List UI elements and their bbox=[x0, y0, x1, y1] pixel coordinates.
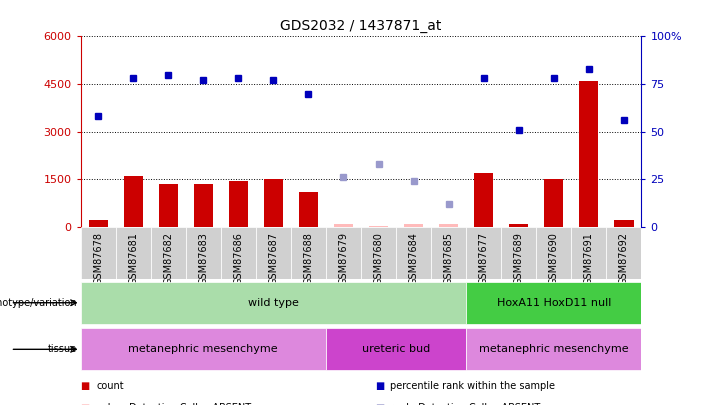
Bar bbox=[81, 328, 326, 370]
Bar bbox=[361, 227, 396, 279]
Bar bbox=[221, 227, 256, 279]
Bar bbox=[229, 181, 248, 227]
Bar bbox=[396, 227, 431, 279]
Bar bbox=[571, 227, 606, 279]
Bar bbox=[466, 282, 641, 324]
Bar bbox=[256, 227, 291, 279]
Bar bbox=[116, 227, 151, 279]
Text: ureteric bud: ureteric bud bbox=[362, 344, 430, 354]
Title: GDS2032 / 1437871_at: GDS2032 / 1437871_at bbox=[280, 19, 442, 33]
Bar bbox=[501, 227, 536, 279]
Text: tissue: tissue bbox=[48, 344, 77, 354]
Text: HoxA11 HoxD11 null: HoxA11 HoxD11 null bbox=[496, 298, 611, 308]
Bar bbox=[466, 227, 501, 279]
Text: GSM87686: GSM87686 bbox=[233, 232, 243, 285]
Bar bbox=[474, 173, 494, 227]
Bar bbox=[614, 220, 634, 227]
Text: ■: ■ bbox=[375, 403, 384, 405]
Text: GSM87687: GSM87687 bbox=[268, 232, 278, 285]
Bar bbox=[88, 220, 108, 227]
Bar bbox=[509, 224, 529, 227]
Text: ■: ■ bbox=[375, 381, 384, 391]
Text: GSM87678: GSM87678 bbox=[93, 232, 103, 285]
Text: GSM87690: GSM87690 bbox=[549, 232, 559, 285]
Text: GSM87692: GSM87692 bbox=[619, 232, 629, 285]
Bar bbox=[264, 179, 283, 227]
Text: ■: ■ bbox=[81, 381, 90, 391]
Text: GSM87684: GSM87684 bbox=[409, 232, 418, 285]
Text: GSM87682: GSM87682 bbox=[163, 232, 173, 285]
Bar bbox=[326, 328, 466, 370]
Bar bbox=[431, 227, 466, 279]
Bar bbox=[151, 227, 186, 279]
Bar bbox=[326, 227, 361, 279]
Text: GSM87691: GSM87691 bbox=[584, 232, 594, 285]
Bar bbox=[299, 192, 318, 227]
Bar bbox=[193, 184, 213, 227]
Text: count: count bbox=[96, 381, 123, 391]
Bar bbox=[579, 81, 599, 227]
Text: genotype/variation: genotype/variation bbox=[0, 298, 77, 308]
Bar bbox=[81, 227, 116, 279]
Text: GSM87688: GSM87688 bbox=[304, 232, 313, 285]
Bar bbox=[544, 179, 564, 227]
Text: GSM87681: GSM87681 bbox=[128, 232, 138, 285]
Text: GSM87685: GSM87685 bbox=[444, 232, 454, 285]
Text: GSM87680: GSM87680 bbox=[374, 232, 383, 285]
Text: ■: ■ bbox=[81, 403, 90, 405]
Text: rank, Detection Call = ABSENT: rank, Detection Call = ABSENT bbox=[390, 403, 540, 405]
Bar bbox=[123, 176, 143, 227]
Bar bbox=[291, 227, 326, 279]
Bar bbox=[186, 227, 221, 279]
Bar bbox=[158, 184, 178, 227]
Text: percentile rank within the sample: percentile rank within the sample bbox=[390, 381, 555, 391]
Bar bbox=[536, 227, 571, 279]
Bar bbox=[369, 226, 388, 227]
Bar bbox=[404, 224, 423, 227]
Text: GSM87689: GSM87689 bbox=[514, 232, 524, 285]
Bar bbox=[606, 227, 641, 279]
Text: metanephric mesenchyme: metanephric mesenchyme bbox=[128, 344, 278, 354]
Bar bbox=[334, 224, 353, 227]
Bar bbox=[466, 328, 641, 370]
Text: GSM87683: GSM87683 bbox=[198, 232, 208, 285]
Text: GSM87677: GSM87677 bbox=[479, 232, 489, 285]
Text: wild type: wild type bbox=[248, 298, 299, 308]
Bar bbox=[439, 224, 458, 227]
Text: GSM87679: GSM87679 bbox=[339, 232, 348, 285]
Text: metanephric mesenchyme: metanephric mesenchyme bbox=[479, 344, 629, 354]
Bar bbox=[81, 282, 466, 324]
Text: value, Detection Call = ABSENT: value, Detection Call = ABSENT bbox=[96, 403, 251, 405]
